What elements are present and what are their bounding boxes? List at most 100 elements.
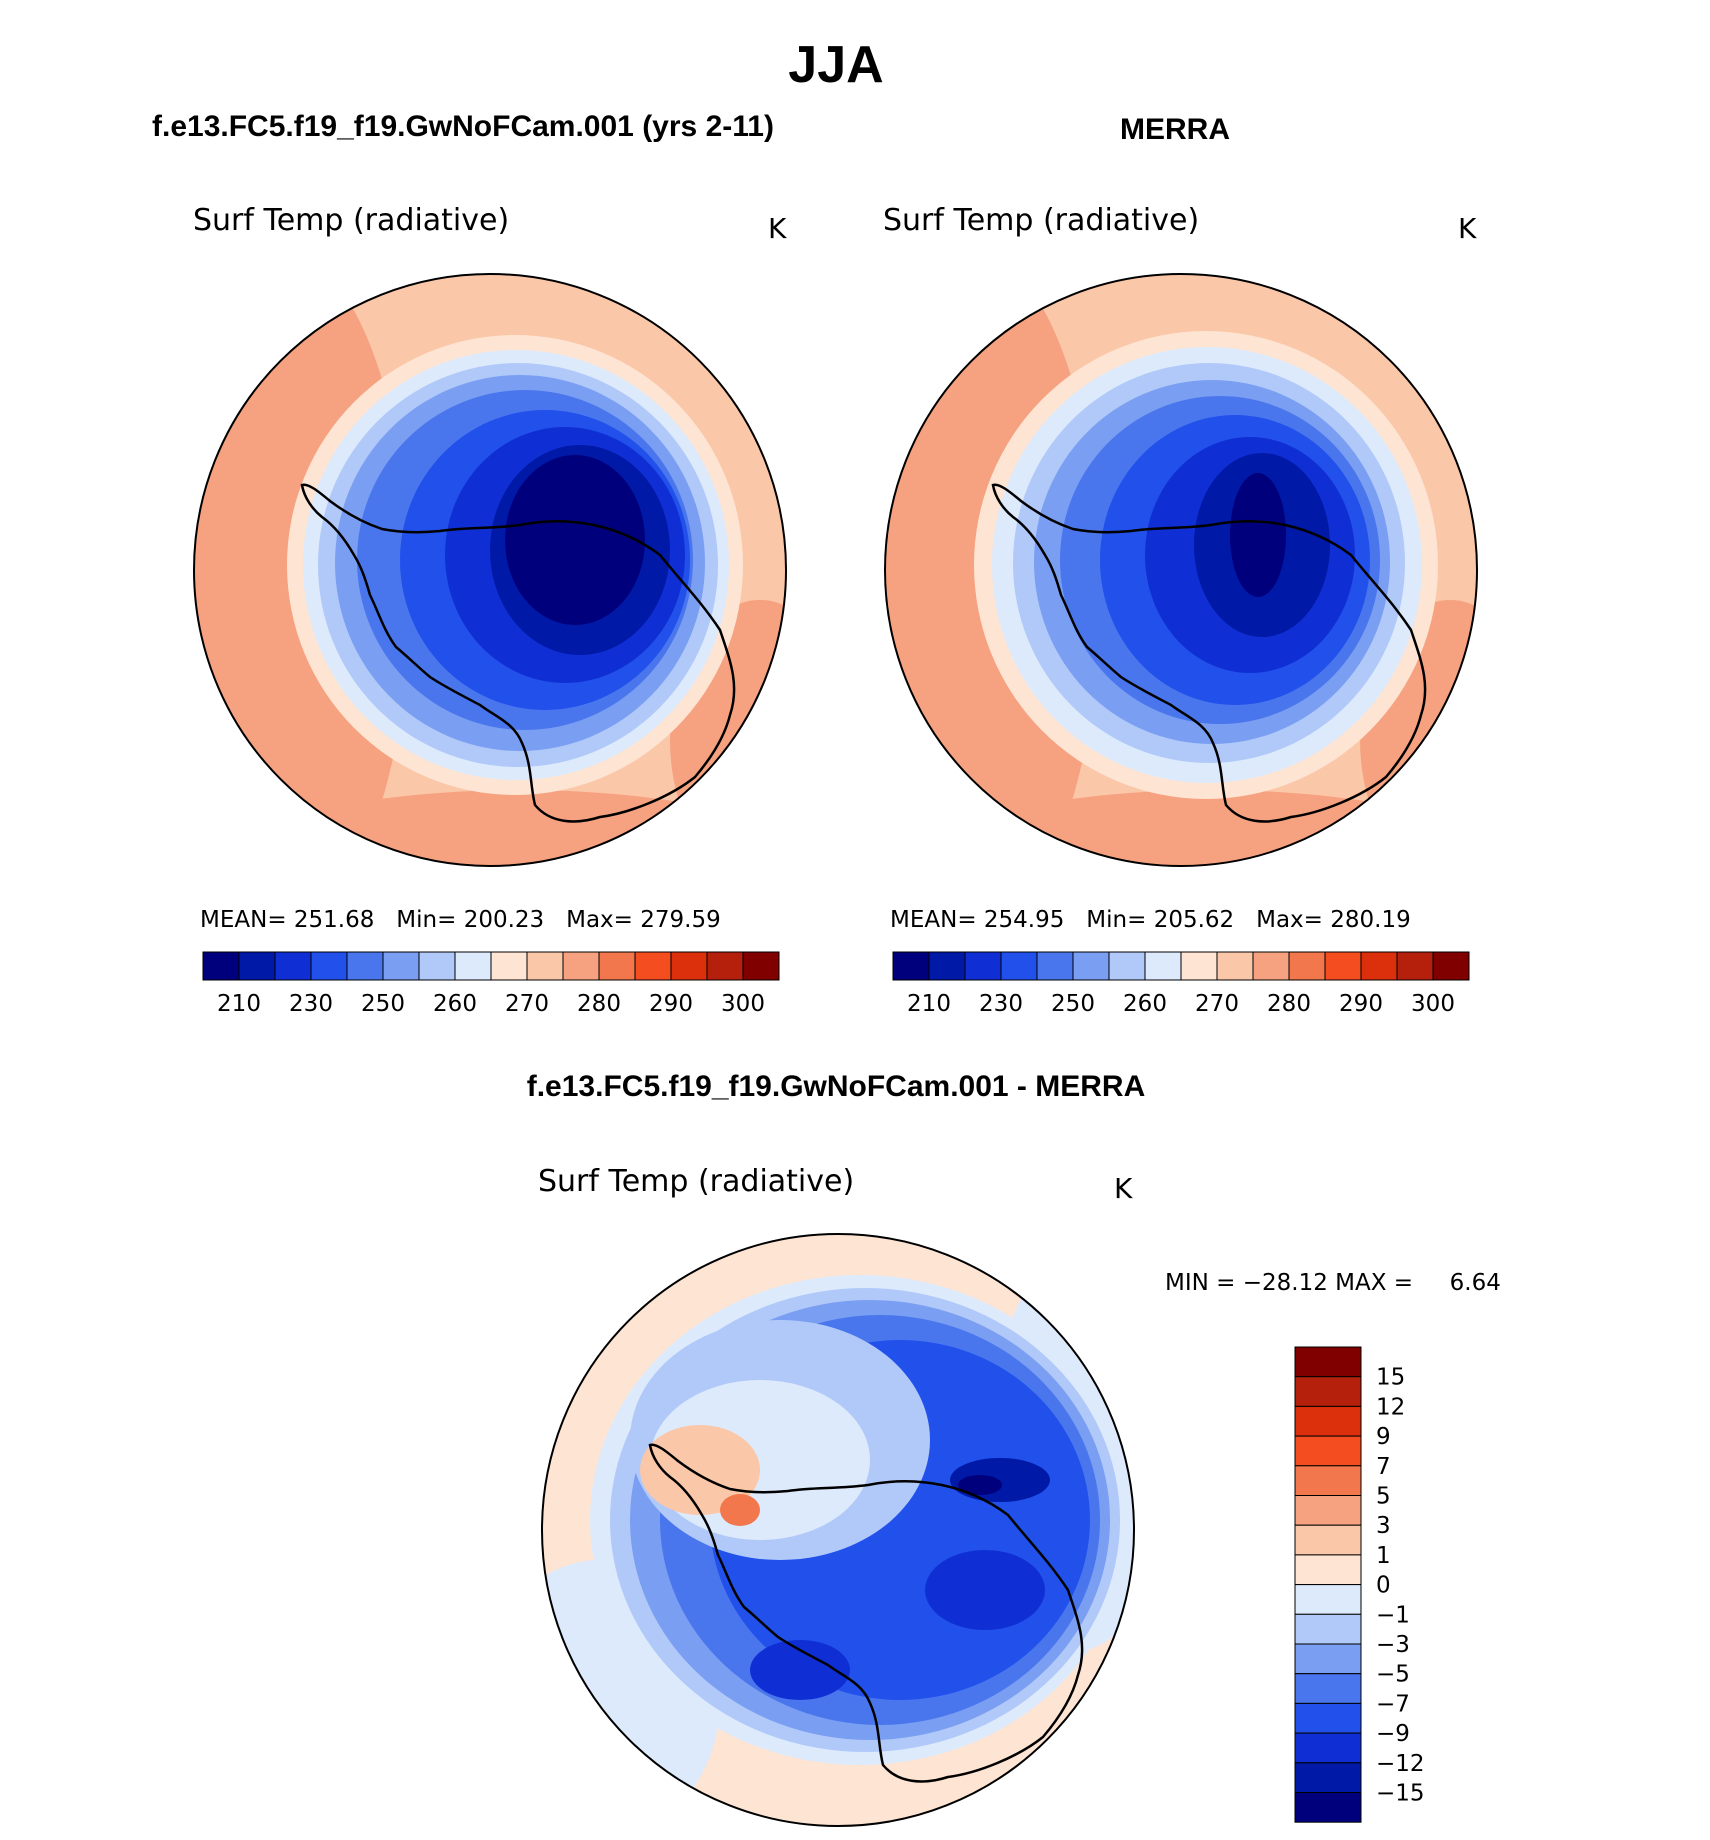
panel-1-colorbar-swatch xyxy=(274,951,312,981)
diff-colorbar-tick-label: 3 xyxy=(1376,1513,1391,1539)
diff-colorbar-swatch xyxy=(1294,1346,1362,1378)
panel-2-colorbar-tick-label: 250 xyxy=(1051,991,1095,1017)
panel-1-colorbar-swatch xyxy=(598,951,636,981)
panel-2-variable-label: Surf Temp (radiative) xyxy=(883,203,1200,238)
panel-2-colorbar-swatch xyxy=(1072,951,1110,981)
panel-2-colorbar-swatch xyxy=(964,951,1002,981)
panel-2-colorbar-tick-label: 290 xyxy=(1339,991,1383,1017)
panel-1-colorbar-swatch xyxy=(346,951,384,981)
diff-colorbar-tick-label: −5 xyxy=(1376,1662,1410,1688)
diff-panel-minmax: MIN = −28.12 MAX = 6.64 xyxy=(1165,1270,1501,1296)
panel-2-colorbar: 210 230 250 260 270 280 290 300 xyxy=(892,951,1470,1017)
panel-2-colorbar-tick-label: 280 xyxy=(1267,991,1311,1017)
panel-2-colorbar-swatch xyxy=(1036,951,1074,981)
diff-colorbar-tick-label: −9 xyxy=(1376,1721,1410,1747)
diff-panel-variable-label: Surf Temp (radiative) xyxy=(538,1164,855,1199)
panel-1-colorbar-swatch xyxy=(526,951,564,981)
panel-2-stats: MEAN= 254.95 Min= 205.62 Max= 280.19 xyxy=(890,907,1411,933)
diff-colorbar-tick-label: 1 xyxy=(1376,1543,1391,1569)
diff-panel-title: f.e13.FC5.f19_f19.GwNoFCam.001 - MERRA xyxy=(526,1070,1146,1103)
diff-colorbar-tick-label: −1 xyxy=(1376,1602,1410,1628)
panel-2-colorbar-swatch xyxy=(1000,951,1038,981)
diff-colorbar-tick-label: 5 xyxy=(1376,1484,1391,1510)
diff-map xyxy=(541,1233,1135,1827)
panel-2-colorbar-swatch xyxy=(928,951,966,981)
diff-colorbar-tick-label: −12 xyxy=(1376,1751,1425,1777)
panel-1-colorbar-swatch xyxy=(454,951,492,981)
panel-2-colorbar-swatch xyxy=(1144,951,1182,981)
diff-colorbar-swatch xyxy=(1294,1435,1362,1467)
panel-2-colorbar-swatch xyxy=(1216,951,1254,981)
diff-colorbar-tick-label: −3 xyxy=(1376,1632,1410,1658)
diff-colorbar-tick-label: 15 xyxy=(1376,1365,1405,1391)
diff-colorbar-tick-label: 9 xyxy=(1376,1424,1391,1450)
panel-2-colorbar-swatch xyxy=(1180,951,1218,981)
panel-1-colorbar-swatch xyxy=(490,951,528,981)
panel-2-colorbar-swatch xyxy=(1396,951,1434,981)
diff-colorbar-swatch xyxy=(1294,1792,1362,1823)
page-title: JJA xyxy=(788,36,884,94)
diff-colorbar-swatch xyxy=(1294,1613,1362,1645)
diff-colorbar-swatch xyxy=(1294,1673,1362,1704)
panel-2-colorbar-swatch xyxy=(1432,951,1470,981)
panel-1-colorbar-tick-label: 280 xyxy=(577,991,621,1017)
diff-colorbar-swatch xyxy=(1294,1554,1362,1586)
diff-colorbar: 15 12 9 7 5 3 1 0 −1 −3 −5 −7 −9 −12 −15 xyxy=(1294,1346,1425,1823)
diff-colorbar-swatch xyxy=(1294,1524,1362,1556)
panel-1-colorbar-tick-label: 260 xyxy=(433,991,477,1017)
diff-colorbar-tick-label: 0 xyxy=(1376,1573,1391,1599)
panel-1-colorbar-swatch xyxy=(562,951,600,981)
panel-2-colorbar-swatch xyxy=(1324,951,1362,981)
panel-1-colorbar-swatch xyxy=(706,951,744,981)
diff-colorbar-swatch xyxy=(1294,1643,1362,1675)
diff-colorbar-swatch xyxy=(1294,1495,1362,1526)
diff-colorbar-swatch xyxy=(1294,1762,1362,1794)
diff-colorbar-swatch xyxy=(1294,1405,1362,1437)
diff-colorbar-tick-label: −7 xyxy=(1376,1691,1410,1717)
panel-1-colorbar-tick-label: 210 xyxy=(217,991,261,1017)
diff-colorbar-swatch xyxy=(1294,1376,1362,1407)
panel-2-colorbar-tick-label: 270 xyxy=(1195,991,1239,1017)
panel-1-colorbar-swatch xyxy=(742,951,780,981)
panel-2-colorbar-swatch xyxy=(1252,951,1290,981)
panel-1-colorbar-swatch xyxy=(418,951,456,981)
panel-1-colorbar-swatch xyxy=(634,951,672,981)
panel-1-colorbar-tick-label: 250 xyxy=(361,991,405,1017)
panel-1-units-label: K xyxy=(768,212,787,245)
panel-1-variable-label: Surf Temp (radiative) xyxy=(193,203,510,238)
panel-2-map xyxy=(884,273,1478,867)
panel-1-colorbar-tick-label: 230 xyxy=(289,991,333,1017)
diff-colorbar-tick-label: −15 xyxy=(1376,1781,1425,1807)
panel-2-colorbar-swatch xyxy=(1288,951,1326,981)
panel-2-colorbar-swatch xyxy=(892,951,930,981)
panel-1-colorbar-tick-label: 270 xyxy=(505,991,549,1017)
diff-colorbar-swatch xyxy=(1294,1584,1362,1615)
panel-2-colorbar-tick-label: 260 xyxy=(1123,991,1167,1017)
diff-colorbar-swatch xyxy=(1294,1732,1362,1764)
diff-colorbar-tick-label: 7 xyxy=(1376,1454,1391,1480)
diff-colorbar-swatch xyxy=(1294,1465,1362,1497)
panel-1-map xyxy=(193,273,787,867)
panel-1-colorbar-swatch xyxy=(310,951,348,981)
panel-2-title: MERRA xyxy=(1120,113,1230,146)
panel-1-colorbar-swatch xyxy=(202,951,240,981)
panel-2-colorbar-tick-label: 300 xyxy=(1411,991,1455,1017)
panel-2-colorbar-tick-label: 210 xyxy=(907,991,951,1017)
panel-2-colorbar-swatch xyxy=(1360,951,1398,981)
panel-1-stats: MEAN= 251.68 Min= 200.23 Max= 279.59 xyxy=(200,907,721,933)
panel-2-colorbar-tick-label: 230 xyxy=(979,991,1023,1017)
panel-1-colorbar-swatch xyxy=(670,951,708,981)
panel-1-colorbar-tick-label: 290 xyxy=(649,991,693,1017)
panel-1-title: f.e13.FC5.f19_f19.GwNoFCam.001 (yrs 2-11… xyxy=(152,110,774,143)
panel-1-colorbar-swatch xyxy=(382,951,420,981)
panel-2-units-label: K xyxy=(1458,212,1477,245)
panel-2-colorbar-swatch xyxy=(1108,951,1146,981)
panel-1-colorbar: 210 230 250 260 270 280 290 300 xyxy=(202,951,780,1017)
diff-panel-units-label: K xyxy=(1114,1172,1133,1205)
panel-1-colorbar-tick-label: 300 xyxy=(721,991,765,1017)
diff-colorbar-swatch xyxy=(1294,1702,1362,1734)
panel-1-colorbar-swatch xyxy=(238,951,276,981)
diff-colorbar-tick-label: 12 xyxy=(1376,1394,1405,1420)
